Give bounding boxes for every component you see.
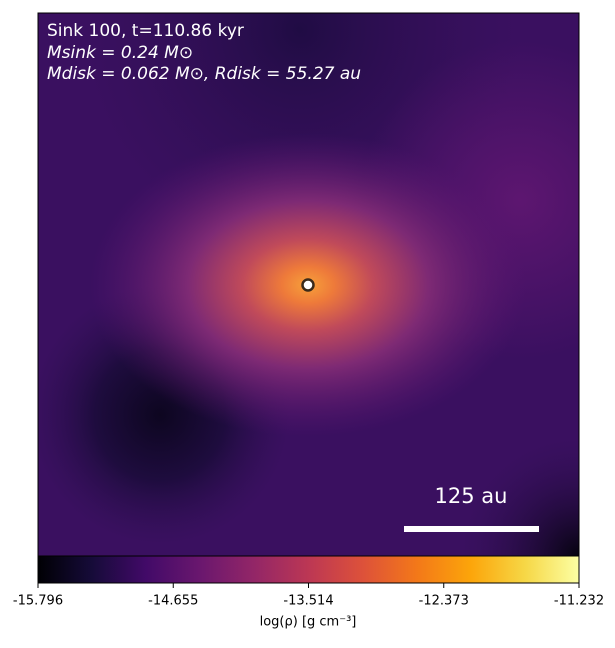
colorbar-tick-label: -14.655 [148, 594, 198, 609]
colorbar-label: log(ρ) [g cm⁻³] [260, 615, 357, 630]
colorbar-tick-label: -13.514 [283, 594, 333, 609]
colorbar-tick-label: -15.796 [13, 594, 63, 609]
scale-bar-label: 125 au [435, 484, 508, 508]
colorbar-tick-label: -12.373 [419, 594, 469, 609]
colorbar-tick-label: -11.232 [554, 594, 604, 609]
annotation: Mdisk = 0.062 M⊙, Rdisk = 55.27 au [47, 64, 361, 84]
colorbar [37, 555, 580, 584]
annotation: Sink 100, t=110.86 kyr [47, 21, 244, 41]
sink-marker [301, 278, 315, 292]
annotation: Msink = 0.24 M⊙ [47, 43, 193, 63]
